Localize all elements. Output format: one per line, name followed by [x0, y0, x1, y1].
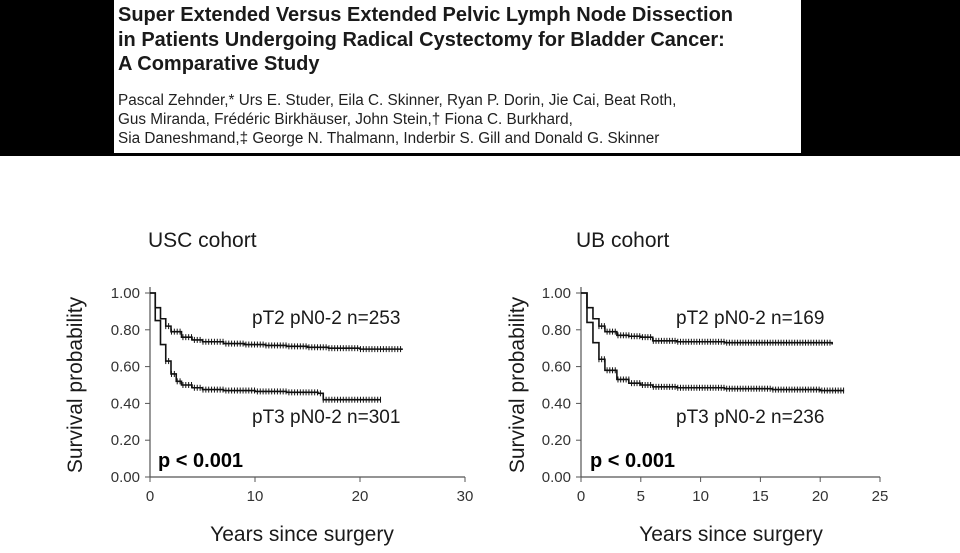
paper-authors: Pascal Zehnder,* Urs E. Studer, Eila C. …	[118, 91, 798, 149]
y-tick-label: 0.20	[111, 432, 140, 449]
p-value: p < 0.001	[158, 450, 243, 472]
chart-title: USC cohort	[148, 229, 257, 252]
y-tick-label: 0.00	[111, 469, 140, 486]
author-line: Gus Miranda, Frédéric Birkhäuser, John S…	[118, 110, 573, 128]
y-tick-label: 0.40	[542, 395, 571, 412]
km-chart: UB cohort 0.00 0.20 0.40 0.60 0.80 1.00 0 5 10 15 2…	[506, 229, 888, 546]
y-tick-label: 0.80	[111, 322, 140, 339]
chart-title: UB cohort	[576, 229, 670, 252]
y-axis-label: Survival probability	[506, 296, 529, 473]
y-axis-label: Survival probability	[64, 296, 87, 473]
series-label: pT2 pN0-2 n=253	[252, 308, 400, 329]
y-tick-label: 0.80	[542, 322, 571, 339]
paper-title-line: A Comparative Study	[118, 53, 320, 75]
x-tick-label: 10	[692, 488, 709, 505]
x-tick-label: 10	[247, 488, 264, 505]
x-tick-label: 20	[812, 488, 829, 505]
paper-title: Super Extended Versus Extended Pelvic Ly…	[118, 0, 798, 77]
x-tick-label: 15	[752, 488, 769, 505]
x-axis-label: Years since surgery	[639, 523, 823, 546]
paper-title-line: in Patients Undergoing Radical Cystectom…	[118, 28, 725, 51]
y-tick-label: 0.60	[542, 359, 571, 376]
y-tick-label: 0.60	[111, 359, 140, 376]
y-tick-label: 0.20	[542, 432, 571, 449]
series-label: pT2 pN0-2 n=169	[676, 308, 824, 329]
y-tick-label: 0.00	[542, 469, 571, 486]
x-axis-label: Years since surgery	[210, 523, 394, 546]
y-tick-label: 1.00	[542, 285, 571, 302]
y-tick-label: 1.00	[111, 285, 140, 302]
km-chart: USC cohort 0.00 0.20 0.40 0.60 0.80 1.00 0 10 20 3…	[64, 229, 473, 546]
p-value: p < 0.001	[590, 450, 675, 472]
x-tick-label: 20	[352, 488, 369, 505]
author-line: Sia Daneshmand,‡ George N. Thalmann, Ind…	[118, 130, 660, 148]
x-tick-label: 0	[577, 488, 585, 505]
black-bar-bottom	[0, 153, 960, 156]
paper-title-line: Super Extended Versus Extended Pelvic Ly…	[118, 4, 733, 26]
series-label: pT3 pN0-2 n=236	[676, 407, 824, 428]
author-line: Pascal Zehnder,* Urs E. Studer, Eila C. …	[118, 91, 677, 109]
black-bar-right	[801, 0, 960, 156]
x-tick-label: 0	[146, 488, 154, 505]
paper-header: Super Extended Versus Extended Pelvic Ly…	[118, 0, 798, 148]
x-tick-label: 5	[637, 488, 645, 505]
black-bar-left	[0, 0, 114, 156]
x-tick-label: 25	[872, 488, 889, 505]
y-tick-label: 0.40	[111, 395, 140, 412]
x-tick-label: 30	[457, 488, 474, 505]
series-label: pT3 pN0-2 n=301	[252, 407, 400, 428]
